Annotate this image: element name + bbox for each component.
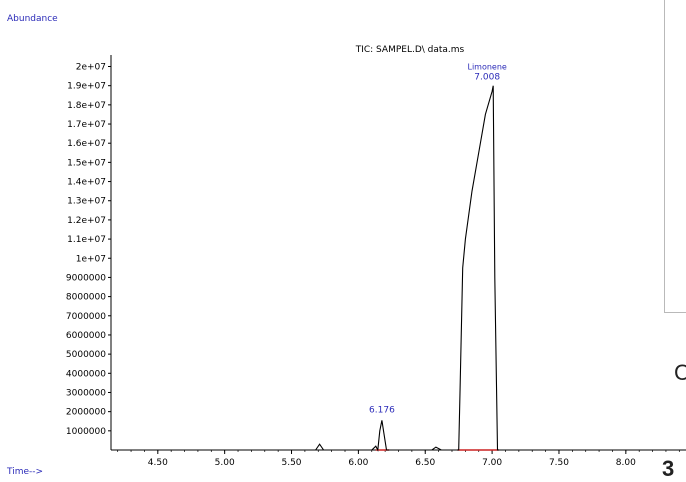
y-axis-label: Abundance bbox=[7, 14, 58, 24]
y-tick-label: 1.4e+07 bbox=[67, 178, 106, 188]
y-tick-label: 1.1e+07 bbox=[67, 235, 106, 245]
y-tick-label: 3000000 bbox=[66, 388, 106, 398]
y-axis-ticks: 1000000 2000000 3000000 4000000 5000000 60000… bbox=[66, 63, 111, 437]
y-tick-label: 9000000 bbox=[66, 273, 106, 283]
x-tick-label: 6.50 bbox=[415, 458, 435, 468]
y-tick-label: 2000000 bbox=[66, 408, 106, 418]
x-axis-ticks: 4.50 5.00 5.50 6.00 6.50 7.00 7.50 8.00 bbox=[117, 450, 680, 468]
x-tick-label: 5.00 bbox=[215, 458, 235, 468]
edge-text-3: 3 bbox=[662, 456, 675, 481]
y-tick-label: 1.3e+07 bbox=[67, 197, 106, 207]
x-tick-label: 7.50 bbox=[549, 458, 569, 468]
y-tick-label: 1000000 bbox=[66, 427, 106, 437]
chart-title: TIC: SAMPEL.D\ data.ms bbox=[355, 45, 465, 55]
edge-text-c: C bbox=[674, 360, 686, 385]
x-tick-label: 8.00 bbox=[616, 458, 636, 468]
y-tick-label: 1.7e+07 bbox=[67, 120, 106, 130]
y-tick-label: 1e+07 bbox=[76, 254, 106, 264]
y-tick-label: 1.5e+07 bbox=[67, 158, 106, 168]
y-tick-label: 8000000 bbox=[66, 293, 106, 303]
x-axis-label: Time--> bbox=[6, 467, 43, 477]
x-tick-label: 5.50 bbox=[281, 458, 301, 468]
y-tick-label: 7000000 bbox=[66, 312, 106, 322]
y-tick-label: 1.6e+07 bbox=[67, 139, 106, 149]
x-tick-label: 6.00 bbox=[348, 458, 368, 468]
y-tick-label: 2e+07 bbox=[76, 63, 106, 73]
y-tick-label: 1.2e+07 bbox=[67, 216, 106, 226]
y-tick-label: 1.9e+07 bbox=[67, 82, 106, 92]
y-tick-label: 4000000 bbox=[66, 369, 106, 379]
side-panel-frame bbox=[664, 0, 686, 313]
tic-trace-line bbox=[111, 85, 686, 452]
x-tick-label: 4.50 bbox=[148, 458, 168, 468]
peak-label-7008: 7.008 bbox=[474, 73, 500, 83]
y-tick-label: 1.8e+07 bbox=[67, 101, 106, 111]
x-tick-label: 7.00 bbox=[482, 458, 502, 468]
peak-label-6176: 6.176 bbox=[369, 405, 395, 415]
peak-label-limonene: Limonene bbox=[467, 63, 506, 72]
y-tick-label: 5000000 bbox=[66, 350, 106, 360]
y-tick-label: 6000000 bbox=[66, 331, 106, 341]
